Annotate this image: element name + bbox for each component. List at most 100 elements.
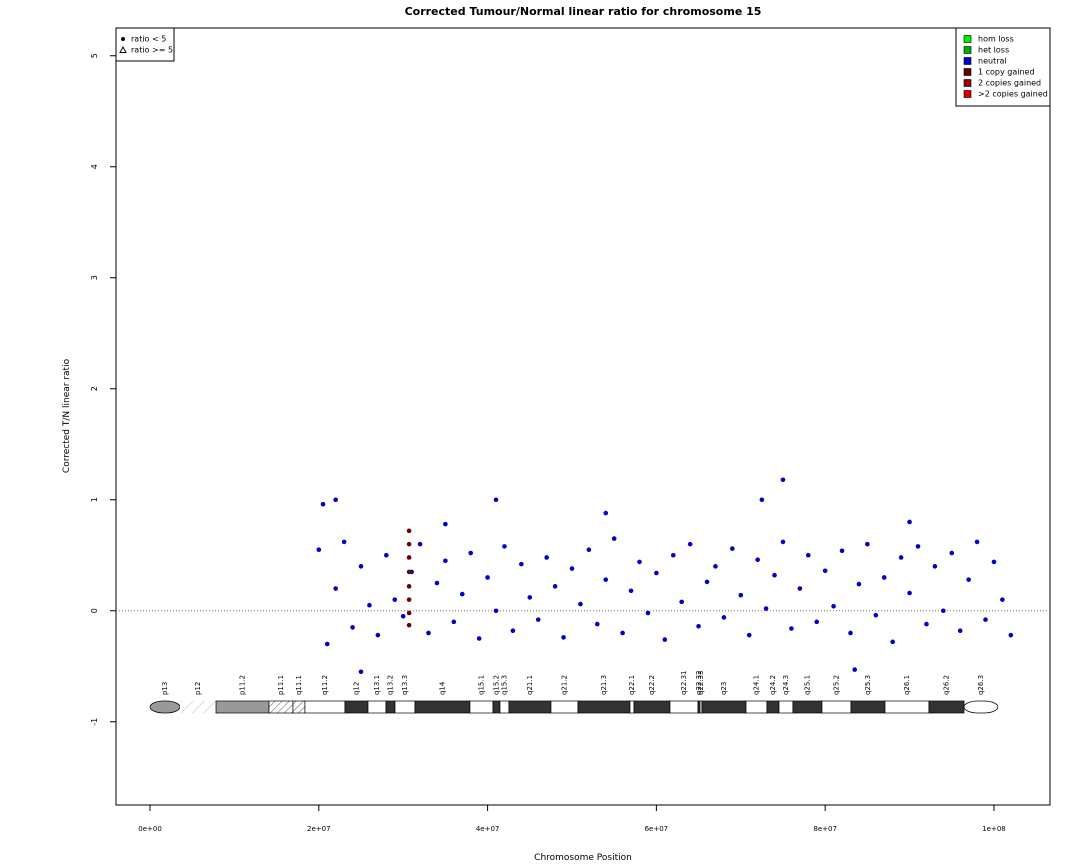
data-point bbox=[890, 639, 895, 645]
data-point bbox=[687, 541, 693, 547]
ideogram-band bbox=[367, 700, 387, 714]
data-point bbox=[915, 544, 921, 549]
x-tick-label: 1e+08 bbox=[982, 825, 1006, 833]
data-point bbox=[805, 552, 811, 558]
band-label: q12 bbox=[352, 682, 360, 695]
y-tick-label: -1 bbox=[90, 718, 99, 726]
data-point bbox=[443, 558, 448, 564]
x-tick-label: 4e+07 bbox=[476, 825, 500, 833]
data-point bbox=[476, 636, 482, 641]
band-label: q24.2 bbox=[769, 675, 777, 695]
band-label: q13.3 bbox=[401, 675, 409, 695]
legend-swatch bbox=[963, 79, 972, 87]
band-label: q11.1 bbox=[295, 675, 303, 695]
data-point bbox=[406, 555, 412, 560]
data-point bbox=[350, 625, 355, 630]
data-point bbox=[611, 536, 617, 541]
data-point bbox=[603, 577, 609, 582]
data-point bbox=[578, 601, 583, 607]
data-point bbox=[502, 544, 507, 549]
data-point bbox=[738, 592, 744, 598]
data-point bbox=[552, 584, 558, 589]
data-point bbox=[856, 581, 862, 587]
data-point bbox=[569, 566, 575, 571]
data-point bbox=[924, 621, 929, 627]
legend-label: 2 copies gained bbox=[978, 79, 1041, 88]
data-point bbox=[603, 510, 609, 516]
data-point bbox=[406, 597, 412, 602]
data-point bbox=[426, 630, 431, 636]
legend-label: neutral bbox=[978, 57, 1007, 66]
data-point bbox=[406, 528, 412, 534]
band-label: q13.1 bbox=[373, 675, 381, 695]
legend-label: >2 copies gained bbox=[978, 90, 1048, 99]
data-point bbox=[865, 541, 870, 547]
data-point bbox=[375, 632, 381, 638]
band-label: p11.2 bbox=[239, 675, 247, 695]
y-tick-label: 3 bbox=[90, 275, 99, 280]
band-label: q15.1 bbox=[477, 675, 485, 695]
y-axis-label: Corrected T/N linear ratio bbox=[62, 358, 72, 473]
data-point bbox=[780, 477, 786, 483]
legend-symbol bbox=[119, 45, 127, 53]
data-point bbox=[814, 619, 820, 625]
data-point bbox=[316, 547, 322, 552]
legend-swatch bbox=[963, 46, 972, 54]
ideogram-band bbox=[633, 700, 671, 714]
y-tick-label: 5 bbox=[90, 53, 99, 58]
ideogram-band bbox=[344, 700, 369, 714]
data-point bbox=[406, 569, 412, 575]
band-label: q21.1 bbox=[526, 675, 534, 695]
data-point bbox=[759, 497, 765, 503]
data-point bbox=[755, 557, 760, 562]
data-point bbox=[772, 572, 777, 578]
ideogram-band bbox=[745, 700, 768, 714]
ideogram-band bbox=[385, 700, 396, 714]
data-point bbox=[881, 575, 887, 580]
legend-swatch bbox=[963, 90, 972, 98]
data-point bbox=[704, 579, 710, 585]
data-point bbox=[333, 586, 338, 591]
band-label: q15.3 bbox=[500, 675, 508, 695]
data-point bbox=[586, 547, 592, 552]
band-label: q24.1 bbox=[752, 675, 760, 695]
ideogram-band bbox=[179, 701, 217, 713]
legend-box bbox=[955, 27, 1051, 107]
data-point bbox=[873, 612, 879, 618]
data-point bbox=[620, 630, 625, 636]
data-point bbox=[848, 630, 853, 636]
legend-label: 1 copy gained bbox=[978, 68, 1035, 77]
data-point bbox=[544, 555, 549, 560]
data-point bbox=[493, 608, 499, 614]
band-label: p11.1 bbox=[277, 675, 285, 695]
plot-frame bbox=[115, 27, 1051, 806]
x-axis-label: Chromosome Position bbox=[534, 853, 632, 863]
data-point bbox=[696, 623, 701, 629]
data-point bbox=[789, 626, 794, 631]
data-point bbox=[746, 632, 752, 638]
band-label: q26.2 bbox=[942, 675, 950, 695]
data-point bbox=[949, 550, 955, 556]
data-point bbox=[628, 588, 634, 594]
ideogram-band bbox=[928, 700, 965, 714]
x-tick-label: 2e+07 bbox=[307, 825, 331, 833]
ideogram-band bbox=[414, 700, 471, 714]
data-point bbox=[679, 599, 684, 605]
data-point bbox=[468, 550, 474, 556]
data-point bbox=[443, 521, 448, 527]
data-point bbox=[561, 635, 566, 640]
band-label: q13.2 bbox=[386, 675, 394, 695]
band-label: q14 bbox=[438, 681, 446, 695]
band-label: q21.3 bbox=[600, 675, 608, 695]
data-point bbox=[898, 555, 904, 560]
band-label: q25.2 bbox=[832, 675, 840, 695]
data-point bbox=[966, 577, 971, 582]
data-point bbox=[595, 621, 600, 627]
data-point bbox=[535, 617, 541, 622]
band-label: q22.33 bbox=[697, 671, 705, 695]
band-label: q22.2 bbox=[648, 675, 656, 695]
ideogram-band bbox=[499, 700, 510, 714]
x-tick-label: 6e+07 bbox=[645, 825, 669, 833]
data-point bbox=[991, 559, 997, 565]
